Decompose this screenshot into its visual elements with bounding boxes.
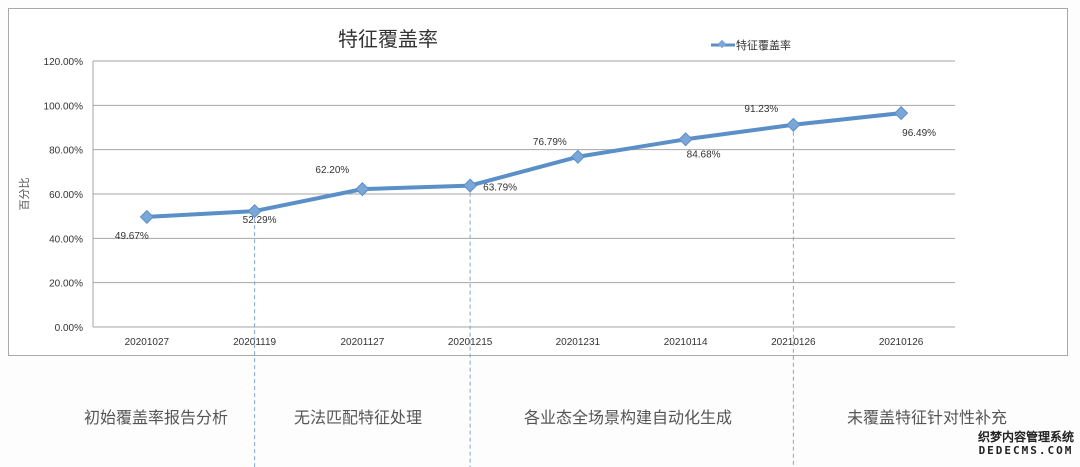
y-tick-label: 20.00% bbox=[49, 279, 83, 290]
phase-label-auto-generation: 各业态全场景构建自动化生成 bbox=[523, 408, 733, 427]
legend-diamond-icon bbox=[717, 39, 727, 49]
y-axis-ticks: 0.00% 20.00% 40.00% 60.00% 80.00% 100.00% 120.… bbox=[44, 57, 84, 334]
phase-label-initial-analysis: 初始覆盖率报告分析 bbox=[83, 408, 229, 427]
y-tick-label: 40.00% bbox=[49, 234, 83, 245]
x-tick-label: 20201027 bbox=[125, 337, 170, 348]
gridlines bbox=[92, 60, 955, 328]
data-point-marker bbox=[894, 106, 909, 121]
data-label: 49.67% bbox=[115, 231, 149, 242]
series-feature-coverage bbox=[139, 106, 909, 224]
data-label: 76.79% bbox=[533, 137, 567, 148]
watermark-line1: 织梦内容管理系统 bbox=[977, 430, 1074, 444]
legend: 特征覆盖率 bbox=[711, 38, 791, 52]
y-tick-label: 60.00% bbox=[49, 190, 83, 201]
legend-label: 特征覆盖率 bbox=[736, 38, 791, 52]
data-label: 52.29% bbox=[243, 215, 277, 226]
y-axis-label: 百分比 bbox=[18, 178, 31, 211]
data-labels: 49.67% 52.29% 62.20% 63.79% 76.79% 84.68% 91.2… bbox=[115, 104, 936, 242]
phase-label-unmatched-handling: 无法匹配特征处理 bbox=[293, 408, 423, 427]
y-tick-label: 100.00% bbox=[44, 101, 84, 112]
chart-frame bbox=[8, 8, 1068, 356]
y-tick-label: 80.00% bbox=[49, 146, 83, 157]
chart-title: 特征覆盖率 bbox=[338, 27, 438, 51]
data-label: 96.49% bbox=[902, 128, 936, 139]
phase-label-targeted-supplement: 未覆盖特征针对性补充 bbox=[846, 408, 1008, 427]
data-point-marker bbox=[139, 209, 154, 224]
x-tick-label: 20201231 bbox=[556, 337, 601, 348]
data-point-marker bbox=[786, 117, 801, 132]
data-label: 84.68% bbox=[687, 149, 721, 160]
y-tick-label: 0.00% bbox=[55, 323, 83, 334]
data-label: 62.20% bbox=[315, 165, 349, 176]
x-tick-label: 20210114 bbox=[664, 337, 708, 348]
x-tick-label: 20210126 bbox=[879, 337, 924, 348]
data-label: 63.79% bbox=[483, 183, 517, 194]
x-axis-ticks: 20201027 20201119 20201127 20201215 20201231… bbox=[125, 337, 924, 348]
data-point-marker bbox=[247, 204, 262, 219]
watermark-line2: DEDECMS.COM bbox=[978, 444, 1074, 457]
x-tick-label: 20201119 bbox=[233, 337, 276, 348]
x-tick-label: 20201127 bbox=[341, 337, 385, 348]
watermark: 织梦内容管理系统 DEDECMS.COM bbox=[978, 430, 1074, 457]
data-point-marker bbox=[570, 149, 585, 164]
data-point-marker bbox=[355, 182, 370, 197]
phase-dividers bbox=[254, 124, 794, 467]
data-point-marker bbox=[678, 132, 693, 147]
y-tick-label: 120.00% bbox=[44, 57, 84, 68]
data-label: 91.23% bbox=[744, 104, 778, 115]
series-line bbox=[146, 111, 902, 219]
data-point-marker bbox=[463, 178, 478, 193]
